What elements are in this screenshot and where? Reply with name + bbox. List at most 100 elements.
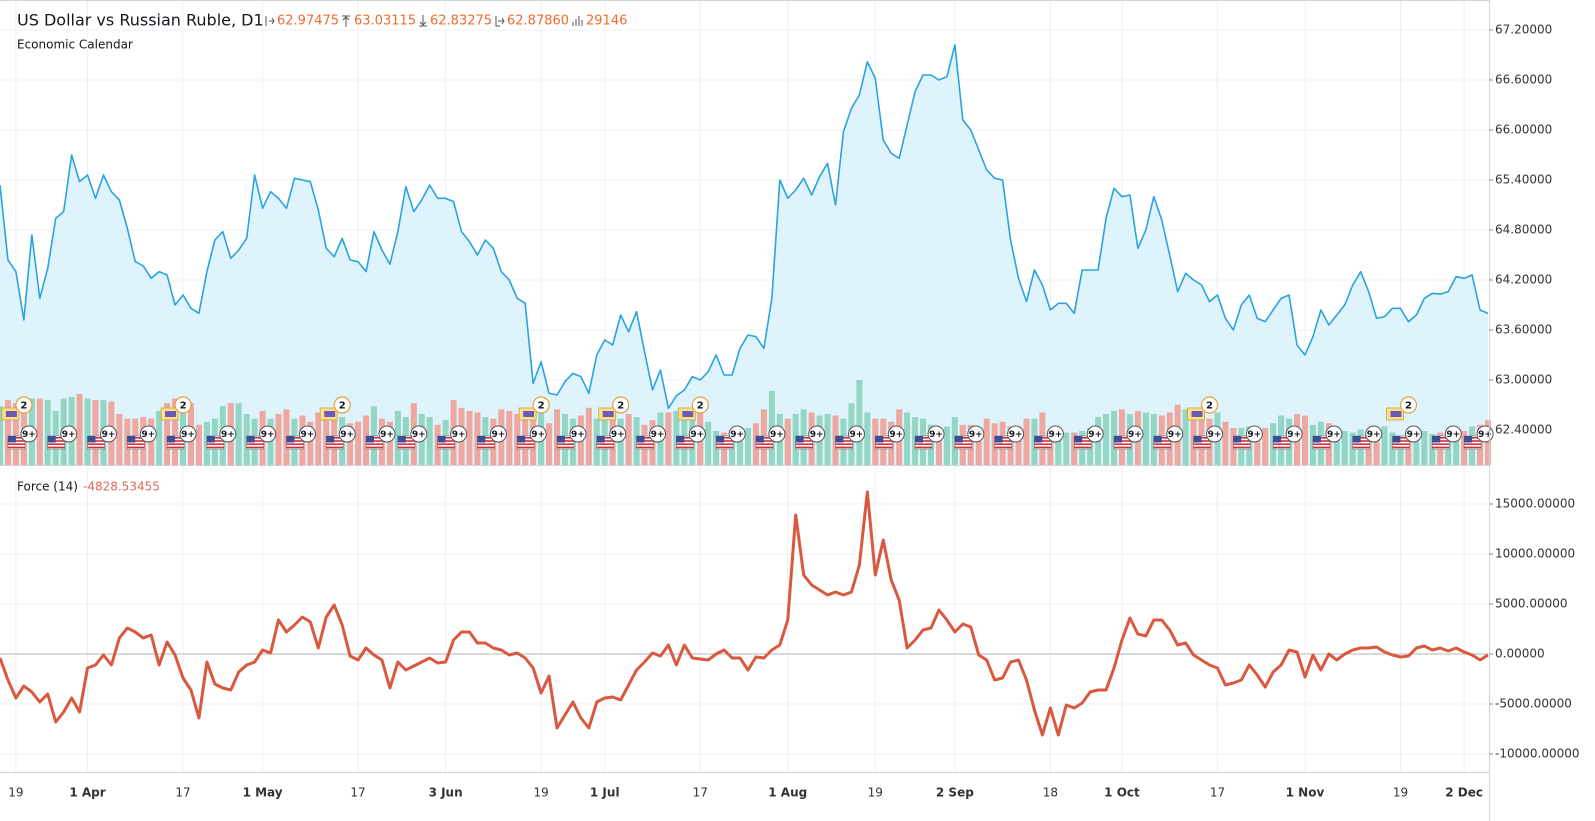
flag-stripe xyxy=(437,446,455,449)
event-badge xyxy=(847,425,865,443)
event-badge xyxy=(768,425,786,443)
force-line xyxy=(0,490,1489,737)
indicator-title: Force (14) xyxy=(17,480,78,494)
flag-stripe xyxy=(365,440,383,442)
event-badge xyxy=(1404,425,1422,443)
event-icon-inner xyxy=(1390,411,1402,417)
flag-stripe xyxy=(326,437,344,439)
flag-stripe xyxy=(365,443,383,445)
y-tick-label: 66.60000 xyxy=(1495,73,1552,87)
event-count: 9+ xyxy=(1168,430,1182,440)
volume-bar xyxy=(116,414,123,465)
flag-canton xyxy=(636,436,645,443)
subtitle: Economic Calendar xyxy=(17,38,133,52)
event-badge xyxy=(1007,425,1025,443)
flag-canton xyxy=(437,436,446,443)
flag-stripe xyxy=(755,437,773,439)
event-count: 9+ xyxy=(1009,430,1023,440)
flag-canton xyxy=(1312,436,1321,443)
flag-stripe xyxy=(7,440,25,442)
event-icon-inner xyxy=(1191,411,1203,417)
event-badge xyxy=(1166,425,1184,443)
event-badge xyxy=(259,425,277,443)
event-count: 9+ xyxy=(850,430,864,440)
event-badge xyxy=(808,425,826,443)
event-count: 2 xyxy=(697,401,704,412)
event-count: 2 xyxy=(20,401,27,412)
volume-icon xyxy=(572,16,583,26)
x-tick-label: 3 Jun xyxy=(429,786,463,800)
flag-stripe xyxy=(517,440,535,442)
flag-stripe xyxy=(7,443,25,445)
event-count: 9+ xyxy=(301,430,315,440)
y-tick-label: 64.80000 xyxy=(1495,223,1552,237)
flag-stripe xyxy=(127,446,145,449)
event-count: 9+ xyxy=(1446,430,1460,440)
volume-bar xyxy=(347,423,354,465)
flag-stripe xyxy=(596,440,614,442)
flag-stripe xyxy=(206,437,224,439)
flag-stripe xyxy=(1273,437,1291,439)
flag-canton xyxy=(795,436,804,443)
event-count: 9+ xyxy=(22,430,36,440)
volume-bar xyxy=(1485,420,1491,465)
event-icon-inner xyxy=(682,411,694,417)
flag-stripe xyxy=(206,446,224,449)
flag-stripe xyxy=(517,437,535,439)
volume-bar xyxy=(975,429,982,465)
flag-stripe xyxy=(167,440,185,442)
flag-stripe xyxy=(915,443,933,445)
volume-bar xyxy=(426,417,433,465)
flag-stripe xyxy=(915,440,933,442)
flag-canton xyxy=(1113,436,1122,443)
volume-bar xyxy=(546,423,553,465)
y-tick-label: 67.20000 xyxy=(1495,23,1552,37)
volume-bar xyxy=(665,412,672,465)
flag-stripe xyxy=(47,443,65,445)
high-icon xyxy=(342,15,350,27)
event-badge xyxy=(15,396,33,414)
flag-stripe xyxy=(47,440,65,442)
event-count: 9+ xyxy=(1208,430,1222,440)
flag-stripe xyxy=(286,437,304,439)
flag-canton xyxy=(167,436,176,443)
flag-stripe xyxy=(1464,440,1482,442)
flag-stripe xyxy=(994,440,1012,442)
flag-stripe xyxy=(556,437,574,439)
low-value: 62.83275 xyxy=(430,14,492,29)
event-count: 9+ xyxy=(1367,430,1381,440)
event-count: 9+ xyxy=(141,430,155,440)
flag-stripe xyxy=(1352,443,1370,445)
flag-stripe xyxy=(246,443,264,445)
event-count: 9+ xyxy=(102,430,116,440)
flag-stripe xyxy=(517,446,535,449)
x-tick-label: 19 xyxy=(533,786,548,800)
flag-stripe xyxy=(1074,440,1092,442)
x-tick-label: 1 Apr xyxy=(69,786,105,800)
event-count: 9+ xyxy=(1128,430,1142,440)
volume-bar xyxy=(1055,431,1062,465)
x-tick-label: 1 Jul xyxy=(590,786,620,800)
volume-bar xyxy=(1413,432,1420,465)
flag-stripe xyxy=(1432,437,1450,439)
low-icon xyxy=(419,15,427,27)
flag-canton xyxy=(716,436,725,443)
volume-bar xyxy=(1405,434,1412,465)
volume-bar xyxy=(172,398,179,465)
close-value: 62.87860 xyxy=(507,14,569,29)
flag-stripe xyxy=(286,443,304,445)
event-count: 9+ xyxy=(929,430,943,440)
flag-canton xyxy=(1074,436,1083,443)
flag-stripe xyxy=(1352,437,1370,439)
flag-canton xyxy=(127,436,136,443)
flag-stripe xyxy=(556,440,574,442)
volume-bar xyxy=(307,421,314,465)
event-icon-inner xyxy=(324,411,336,417)
flag-canton xyxy=(875,436,884,443)
volume-bar xyxy=(44,400,51,465)
flag-stripe xyxy=(246,446,264,449)
volume-bar xyxy=(1015,426,1022,465)
price-area xyxy=(0,45,1488,465)
event-badge xyxy=(489,425,507,443)
